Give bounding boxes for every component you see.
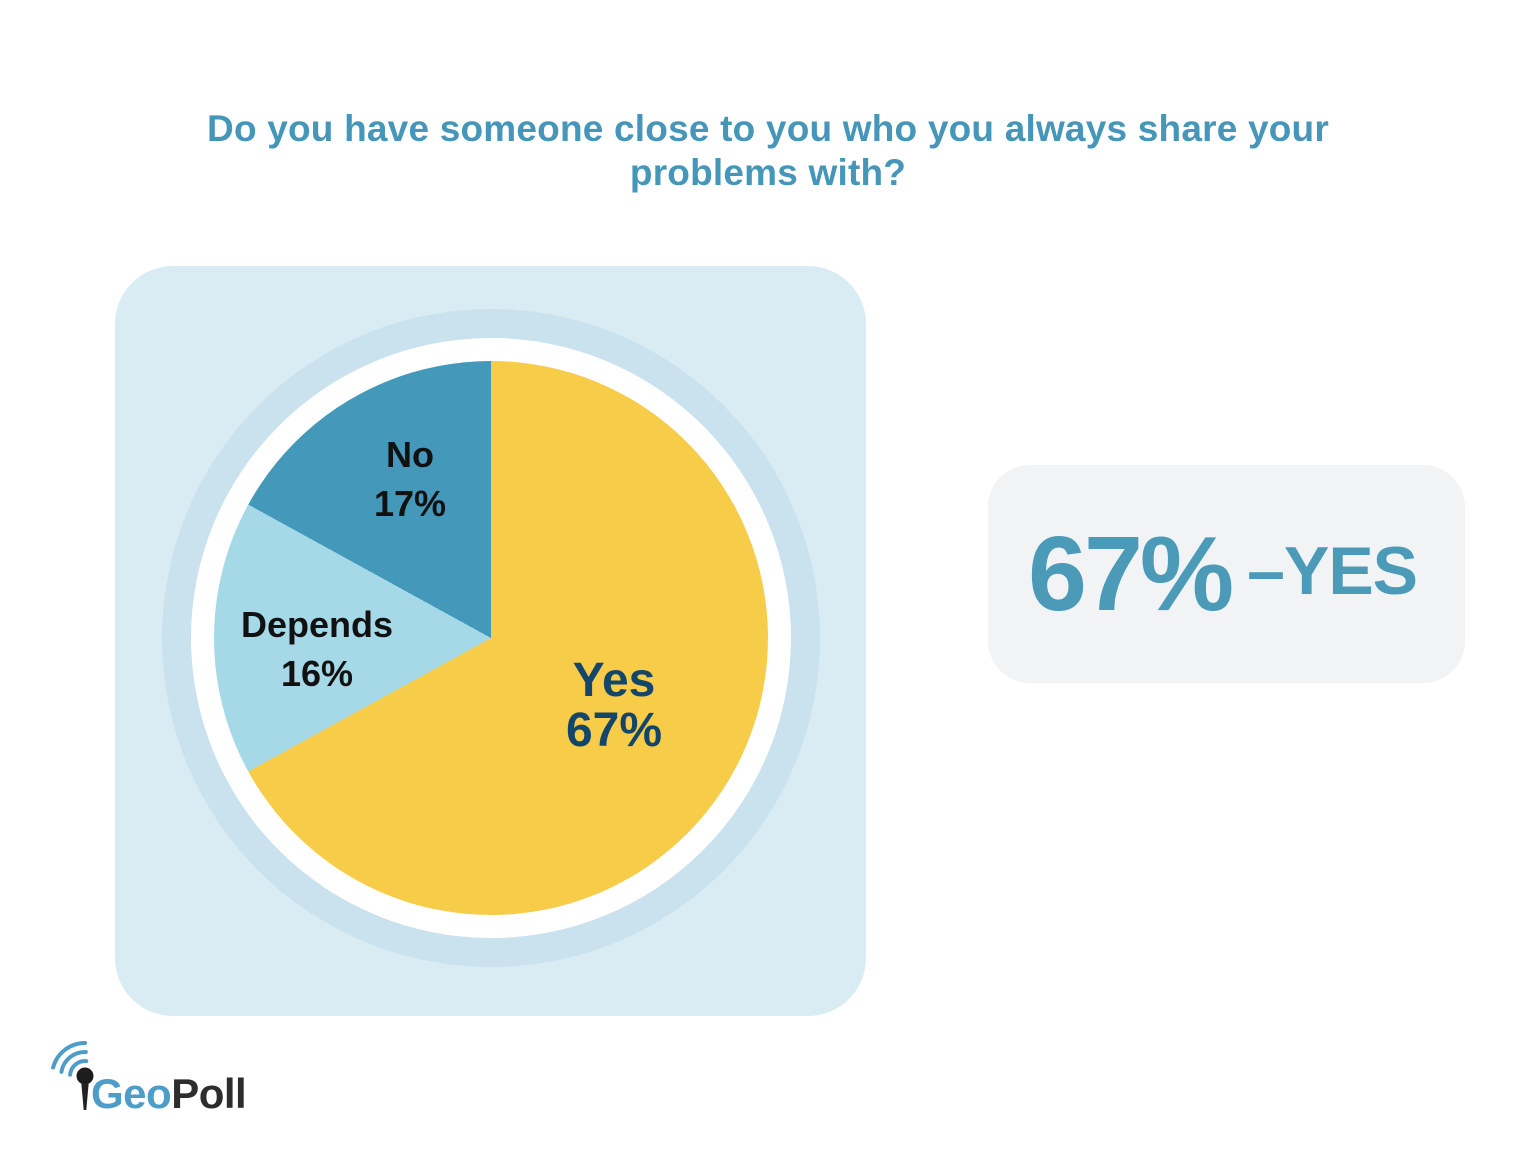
pie-label-no-text: No [386, 434, 434, 475]
title-line-2: problems with? [629, 152, 907, 193]
logo-text: GeoPoll [91, 1070, 247, 1117]
pie-label-yes-text: Yes [572, 654, 656, 707]
logo-text-geo: Geo [91, 1070, 172, 1117]
logo-text-poll: Poll [171, 1070, 247, 1117]
chart-card: No 17% Depends 16% Yes 67% [115, 266, 866, 1016]
pie-label-yes: Yes 67% [566, 656, 662, 756]
highlight-value: 67% [1028, 514, 1234, 633]
pie-label-no-pct: 17% [373, 483, 447, 524]
pie-label-depends-pct: 16% [280, 653, 354, 694]
pie-chart [214, 361, 768, 915]
pie-label-yes-pct: 67% [565, 704, 663, 757]
page-title: Do you have someone close to you who you… [0, 107, 1536, 195]
title-line-1: Do you have someone close to you who you… [207, 108, 1329, 149]
pie-label-depends: Depends 16% [241, 600, 393, 698]
pie-label-depends-text: Depends [240, 604, 394, 645]
highlight-label: –YES [1247, 533, 1418, 609]
highlight-badge: 67% –YES [988, 465, 1465, 683]
logo-pin-icon [51, 1041, 94, 1110]
pie-label-no: No 17% [374, 430, 446, 528]
geopoll-logo: GeoPoll [50, 1038, 290, 1118]
